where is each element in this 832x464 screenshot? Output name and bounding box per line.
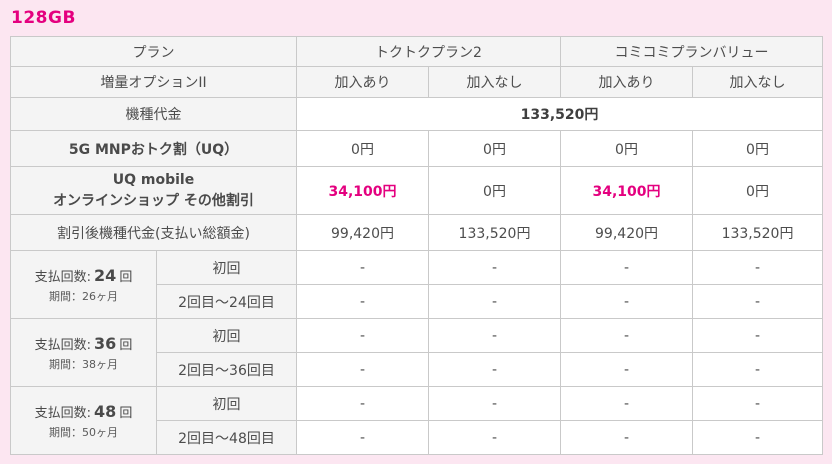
installment-value: - (427, 386, 562, 421)
installment-value: - (427, 250, 562, 285)
installment-unit: 回 (119, 405, 133, 421)
installment-value: - (296, 284, 429, 319)
installment-subrow-label: 初回 (156, 318, 297, 353)
device-price-label: 機種代金 (10, 97, 297, 131)
installment-value: - (296, 250, 429, 285)
installment-unit: 回 (119, 269, 133, 285)
table-row-mnp-discount: 5G MNPおトク割（UQ） 0円 0円 0円 0円 (10, 130, 824, 167)
table-row-installment-36-first: 支払回数: 36 回 期間：38ヶ月 初回 - - - - (10, 318, 824, 387)
pricing-table: プラン トクトクプラン2 コミコミプランバリュー 増量オプションII 加入あり … (10, 36, 824, 455)
installment-36-label: 支払回数: 36 回 期間：38ヶ月 (10, 318, 157, 387)
installment-value: - (560, 318, 694, 353)
device-price-value: 133,520円 (295, 97, 824, 131)
option-header-label: 増量オプションII (10, 66, 297, 98)
installment-count: 48 (94, 401, 117, 421)
installment-24-label: 支払回数: 24 回 期間：26ヶ月 (10, 250, 157, 319)
installment-value: - (560, 250, 694, 285)
table-row-installment-24-rest: 2回目〜24回目 - - - - (11, 284, 824, 319)
installment-value: - (296, 352, 429, 387)
installment-period: 期間：26ヶ月 (49, 289, 118, 303)
table-row-installment-48-first: 支払回数: 48 回 期間：50ヶ月 初回 - - - - (10, 386, 824, 455)
shop-discount-value: 0円 (692, 166, 824, 215)
installment-value: - (560, 420, 694, 455)
installment-subrow-label: 2回目〜36回目 (156, 352, 297, 387)
installment-value: - (692, 352, 824, 387)
plan-name-komikomi: コミコミプランバリュー (560, 36, 824, 67)
option-value: 加入なし (427, 66, 562, 98)
mnp-discount-label: 5G MNPおトク割（UQ） (10, 130, 297, 167)
installment-value: - (692, 318, 824, 353)
shop-discount-label: UQ mobile オンラインショップ その他割引 (10, 166, 297, 215)
shop-discount-value: 0円 (427, 166, 562, 215)
installment-period: 期間：38ヶ月 (49, 357, 118, 371)
mnp-discount-value: 0円 (692, 130, 824, 167)
table-row-installment-24-first: 支払回数: 24 回 期間：26ヶ月 初回 - - - - (10, 250, 824, 319)
installment-value: - (692, 420, 824, 455)
installment-subrow-label: 初回 (156, 386, 297, 421)
table-row-after-discount: 割引後機種代金(支払い総額金) 99,420円 133,520円 99,420円… (10, 214, 824, 251)
option-value: 加入なし (692, 66, 824, 98)
installment-count: 24 (94, 265, 117, 285)
installment-subrow-label: 2回目〜48回目 (156, 420, 297, 455)
shop-discount-value-highlight: 34,100円 (560, 166, 694, 215)
installment-value: - (692, 284, 824, 319)
mnp-discount-value: 0円 (560, 130, 694, 167)
installment-value: - (296, 386, 429, 421)
table-row-device-price: 機種代金 133,520円 (10, 97, 824, 131)
installment-value: - (427, 318, 562, 353)
table-row-installment-48-rest: 2回目〜48回目 - - - - (11, 420, 824, 455)
installment-value: - (560, 352, 694, 387)
page-title: 128GB (11, 8, 76, 28)
mnp-discount-value: 0円 (296, 130, 429, 167)
installment-subrow-label: 2回目〜24回目 (156, 284, 297, 319)
table-row-plan: プラン トクトクプラン2 コミコミプランバリュー (10, 36, 824, 67)
installment-value: - (427, 284, 562, 319)
option-value: 加入あり (560, 66, 694, 98)
shop-discount-label-line2: オンラインショップ その他割引 (53, 192, 254, 209)
installment-value: - (692, 386, 824, 421)
installment-count: 36 (94, 333, 117, 353)
after-discount-label: 割引後機種代金(支払い総額金) (10, 214, 297, 251)
installment-value: - (296, 318, 429, 353)
shop-discount-label-line1: UQ mobile (112, 171, 195, 188)
table-row-option: 増量オプションII 加入あり 加入なし 加入あり 加入なし (10, 66, 824, 98)
plan-header-label: プラン (10, 36, 297, 67)
option-value: 加入あり (296, 66, 429, 98)
after-discount-value: 99,420円 (560, 214, 694, 251)
installment-period: 期間：50ヶ月 (49, 425, 118, 439)
installment-value: - (427, 352, 562, 387)
installment-value: - (692, 250, 824, 285)
after-discount-value: 133,520円 (427, 214, 562, 251)
installment-value: - (296, 420, 429, 455)
installment-prefix: 支払回数: (34, 269, 92, 285)
after-discount-value: 99,420円 (296, 214, 429, 251)
installment-subrow-label: 初回 (156, 250, 297, 285)
installment-value: - (560, 386, 694, 421)
mnp-discount-value: 0円 (427, 130, 562, 167)
installment-unit: 回 (119, 337, 133, 353)
installment-value: - (560, 284, 694, 319)
installment-value: - (427, 420, 562, 455)
installment-48-label: 支払回数: 48 回 期間：50ヶ月 (10, 386, 157, 455)
installment-prefix: 支払回数: (34, 337, 92, 353)
installment-prefix: 支払回数: (34, 405, 92, 421)
table-row-shop-discount: UQ mobile オンラインショップ その他割引 34,100円 0円 34,… (10, 166, 824, 215)
shop-discount-value-highlight: 34,100円 (296, 166, 429, 215)
plan-name-toktoku: トクトクプラン2 (295, 36, 562, 67)
after-discount-value: 133,520円 (692, 214, 824, 251)
